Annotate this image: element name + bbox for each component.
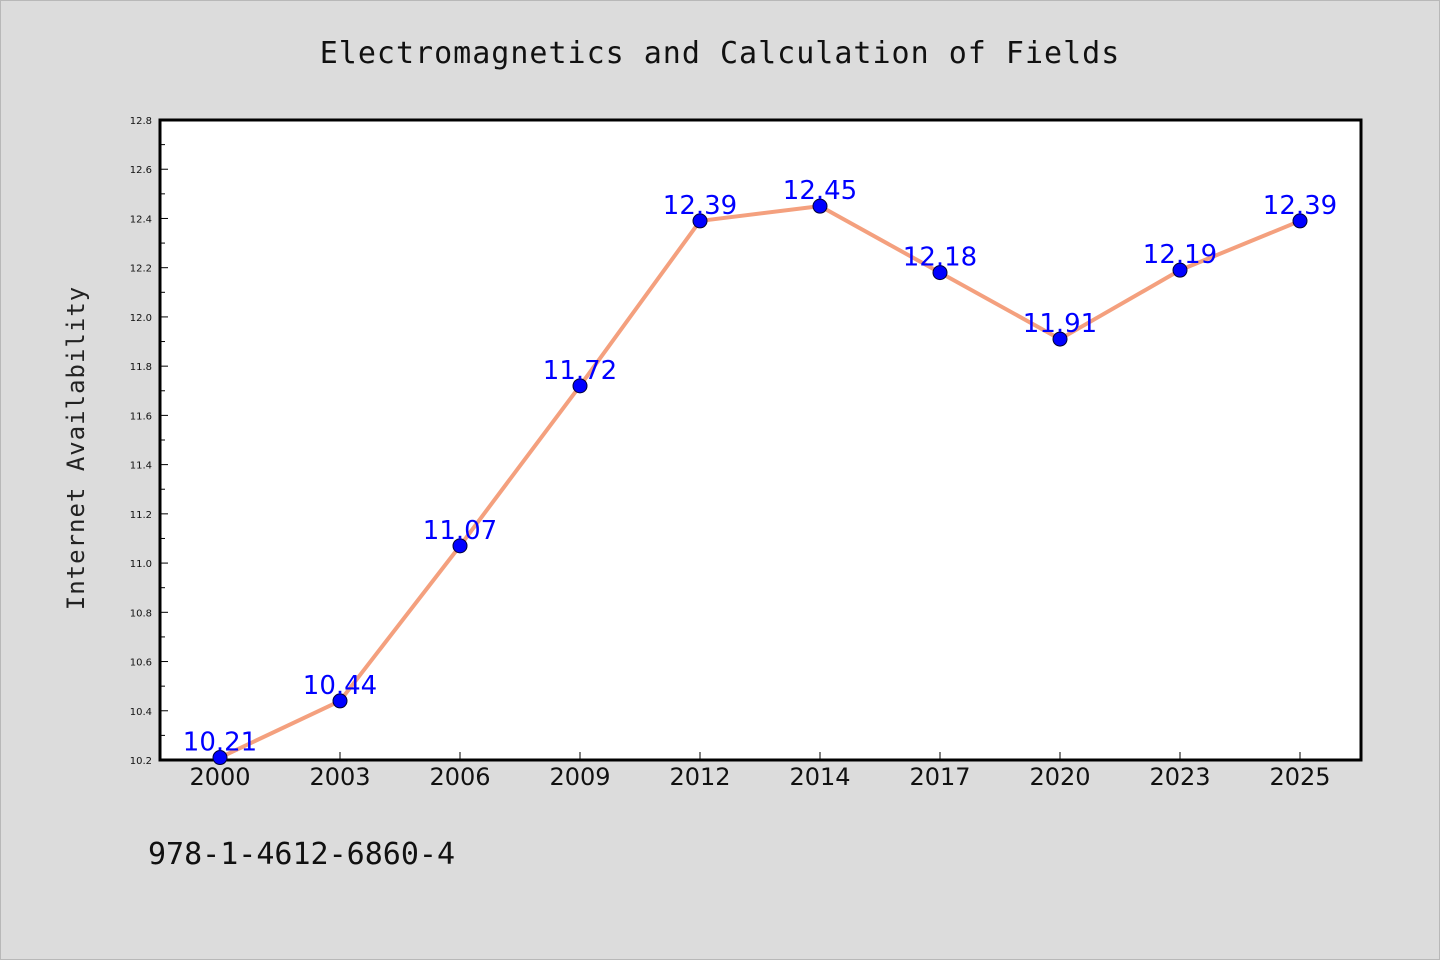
data-point — [1052, 331, 1068, 347]
x-axis: 2000 2003 2006 2009 2012 2014 2017 2020 2023 2025 — [189, 752, 1331, 791]
data-labels: 10.21 10.44 11.07 11.72 12.39 12.45 12.18 11.91… — [183, 176, 1337, 757]
y-tick-label: 11.6 — [130, 411, 152, 422]
data-point — [812, 198, 828, 214]
y-tick-label: 10.2 — [130, 756, 152, 767]
y-tick-label: 11.8 — [130, 362, 152, 373]
x-tick-label: 2020 — [1029, 763, 1090, 791]
y-tick-label: 11.2 — [130, 510, 152, 521]
data-label: 11.91 — [1023, 309, 1097, 339]
data-label: 10.21 — [183, 728, 257, 758]
data-point — [332, 693, 348, 709]
y-tick-label: 12.2 — [130, 264, 152, 275]
data-label: 11.72 — [543, 356, 617, 386]
x-tick-label: 2003 — [309, 763, 370, 791]
data-point — [572, 378, 588, 394]
x-tick-label: 2009 — [549, 763, 610, 791]
y-axis-label: Internet Availability — [62, 286, 90, 610]
data-point — [1172, 262, 1188, 278]
data-point — [1292, 213, 1308, 229]
data-point — [932, 265, 948, 281]
isbn-text: 978-1-4612-6860-4 — [148, 837, 455, 872]
y-tick-label: 12.0 — [130, 313, 152, 324]
plot-area — [158, 118, 1363, 762]
data-point — [452, 538, 468, 554]
series-line — [219, 204, 1301, 760]
x-tick-label: 2000 — [189, 763, 250, 791]
data-point — [212, 750, 228, 766]
x-tick-label: 2012 — [669, 763, 730, 791]
y-tick-label: 11.0 — [130, 559, 152, 570]
data-label: 12.39 — [663, 191, 737, 221]
data-label: 10.44 — [303, 671, 377, 701]
data-label: 12.18 — [903, 243, 977, 273]
y-tick-label: 12.8 — [130, 116, 152, 127]
x-tick-label: 2017 — [909, 763, 970, 791]
y-tick-label: 12.6 — [130, 165, 152, 176]
y-tick-label: 10.8 — [130, 608, 152, 619]
x-tick-label: 2023 — [1149, 763, 1210, 791]
data-label: 12.39 — [1263, 191, 1337, 221]
x-tick-label: 2006 — [429, 763, 490, 791]
y-tick-label: 11.4 — [130, 461, 152, 472]
y-axis: 10.2 10.4 10.6 10.8 11.0 11.2 11.4 11.6 11.8 12.0… — [130, 116, 168, 767]
y-tick-label: 10.6 — [130, 658, 152, 669]
data-label: 11.07 — [423, 516, 497, 546]
data-markers — [212, 198, 1308, 766]
chart-title: Electromagnetics and Calculation of Fiel… — [320, 36, 1121, 71]
y-tick-label: 12.4 — [130, 214, 152, 225]
x-tick-label: 2014 — [789, 763, 850, 791]
x-tick-label: 2025 — [1269, 763, 1330, 791]
data-point — [692, 213, 708, 229]
data-label: 12.45 — [783, 176, 857, 206]
data-label: 12.19 — [1143, 240, 1217, 270]
y-tick-label: 10.4 — [130, 707, 152, 718]
